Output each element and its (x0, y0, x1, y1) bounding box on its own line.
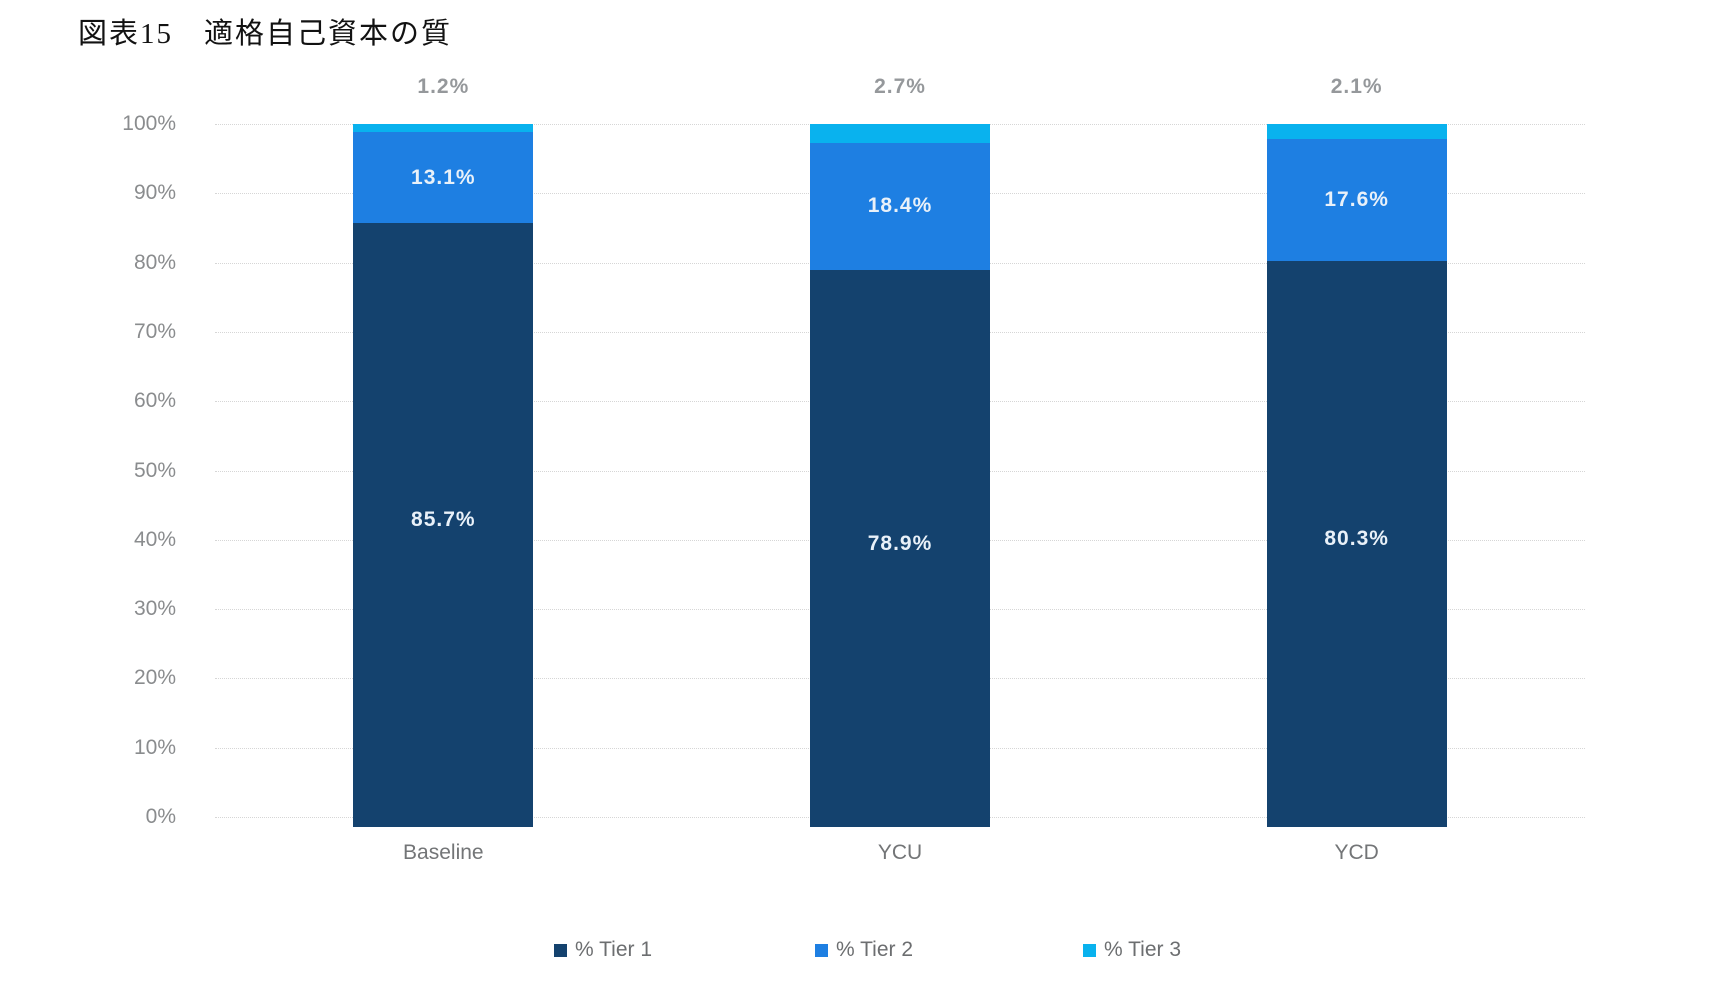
above-bar-value-label: 2.1% (1330, 75, 1383, 98)
y-axis-tick-label-20: 20% (133, 666, 176, 690)
y-axis-tick-label-40: 40% (133, 527, 176, 551)
y-axis-tick-label-80: 80% (133, 250, 176, 274)
segment-tier1-ycd: 80.3% (1266, 260, 1447, 827)
segment-tier2-ycd: 17.6% (1266, 138, 1447, 261)
legend-label: % Tier 1 (575, 938, 653, 961)
legend-label: % Tier 2 (836, 938, 914, 961)
legend-swatch-icon (1083, 943, 1096, 957)
legend-swatch-icon (554, 943, 567, 957)
segment-value-label: 78.9% (867, 531, 933, 555)
segment-value-label: 18.4% (867, 194, 933, 218)
x-axis-category-label-baseline: Baseline (403, 841, 484, 864)
y-axis-tick-label-0: 0% (145, 805, 176, 828)
y-axis-tick-label-70: 70% (133, 319, 176, 343)
segment-tier3-ycd (1266, 124, 1447, 139)
above-bar-value-label: 1.2% (417, 75, 470, 98)
y-axis-tick-label-50: 50% (133, 458, 176, 482)
figure-title: 図表15 適格自己資本の質 (78, 18, 453, 50)
segment-tier3-ycu (810, 124, 990, 143)
legend-item-tier2: % Tier 2 (815, 936, 913, 964)
y-axis-tick-label-60: 60% (133, 389, 176, 413)
segment-tier1-baseline: 85.7% (353, 223, 534, 827)
x-axis-category-label-ycd: YCD (1334, 841, 1379, 864)
y-axis-tick-label-10: 10% (133, 735, 176, 759)
y-axis-tick-label-90: 90% (133, 181, 176, 205)
segment-tier2-baseline: 13.1% (353, 132, 534, 224)
bar-ycd: 17.6% 80.3% (1266, 124, 1447, 827)
bar-baseline: 13.1% 85.7% (353, 124, 534, 827)
segment-value-label: 17.6% (1324, 187, 1389, 211)
legend-label: % Tier 3 (1104, 938, 1182, 961)
y-axis-tick-label-30: 30% (133, 597, 176, 621)
y-axis-tick-label-100: 100% (122, 112, 176, 135)
segment-value-label: 13.1% (411, 165, 476, 189)
legend-item-tier3: % Tier 3 (1083, 936, 1181, 964)
segment-tier2-ycu: 18.4% (810, 142, 990, 271)
legend-swatch-icon (815, 943, 828, 957)
bar-ycu: 18.4% 78.9% (810, 124, 990, 827)
legend-item-tier1: % Tier 1 (554, 936, 652, 964)
segment-tier1-ycu: 78.9% (810, 270, 990, 827)
segment-value-label: 85.7% (411, 508, 476, 532)
segment-tier3-baseline (353, 124, 534, 133)
segment-value-label: 80.3% (1324, 526, 1389, 550)
x-axis-category-label-ycu: YCU (877, 841, 923, 864)
above-bar-value-label: 2.7% (874, 75, 926, 98)
